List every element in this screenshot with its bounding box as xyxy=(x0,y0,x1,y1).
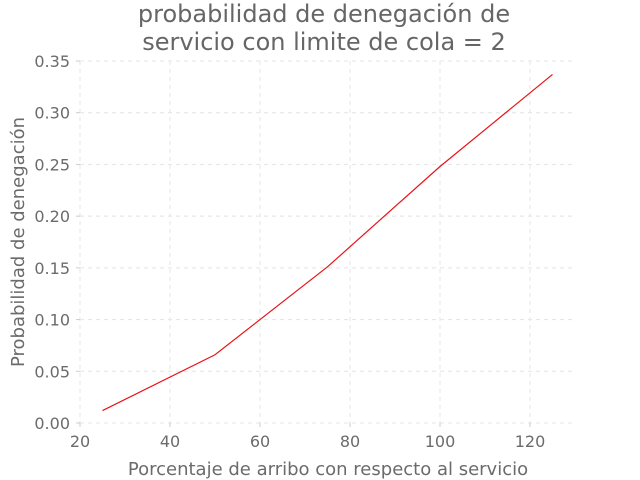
y-tick-label: 0.15 xyxy=(34,259,70,278)
x-tick-label: 20 xyxy=(70,432,90,451)
series-layer xyxy=(102,73,553,412)
y-axis-label: Probabilidad de denegación xyxy=(8,117,29,367)
x-axis-ticks: 20 40 60 80 100 120 xyxy=(70,423,545,451)
y-tick-label: 0.10 xyxy=(34,311,70,330)
y-tick-label: 0.00 xyxy=(34,414,70,433)
chart-title-line-2: servicio con limite de cola = 2 xyxy=(142,28,506,56)
y-axis-ticks: 0.00 0.05 0.10 0.15 0.20 0.25 0.30 0.35 xyxy=(34,52,80,433)
x-tick-label: 40 xyxy=(160,432,180,451)
x-axis-label: Porcentaje de arribo con respecto al ser… xyxy=(128,459,528,480)
grid-layer xyxy=(79,60,575,424)
y-tick-label: 0.25 xyxy=(34,155,70,174)
x-tick-label: 120 xyxy=(515,432,546,451)
x-tick-label: 60 xyxy=(250,432,270,451)
y-tick-label: 0.05 xyxy=(34,362,70,381)
series-line-0 xyxy=(102,73,553,412)
x-tick-label: 80 xyxy=(340,432,360,451)
chart-title-line-1: probabilidad de denegación de xyxy=(138,0,510,28)
x-tick-label: 100 xyxy=(425,432,456,451)
y-tick-label: 0.35 xyxy=(34,52,70,71)
y-tick-label: 0.20 xyxy=(34,207,70,226)
y-tick-label: 0.30 xyxy=(34,104,70,123)
